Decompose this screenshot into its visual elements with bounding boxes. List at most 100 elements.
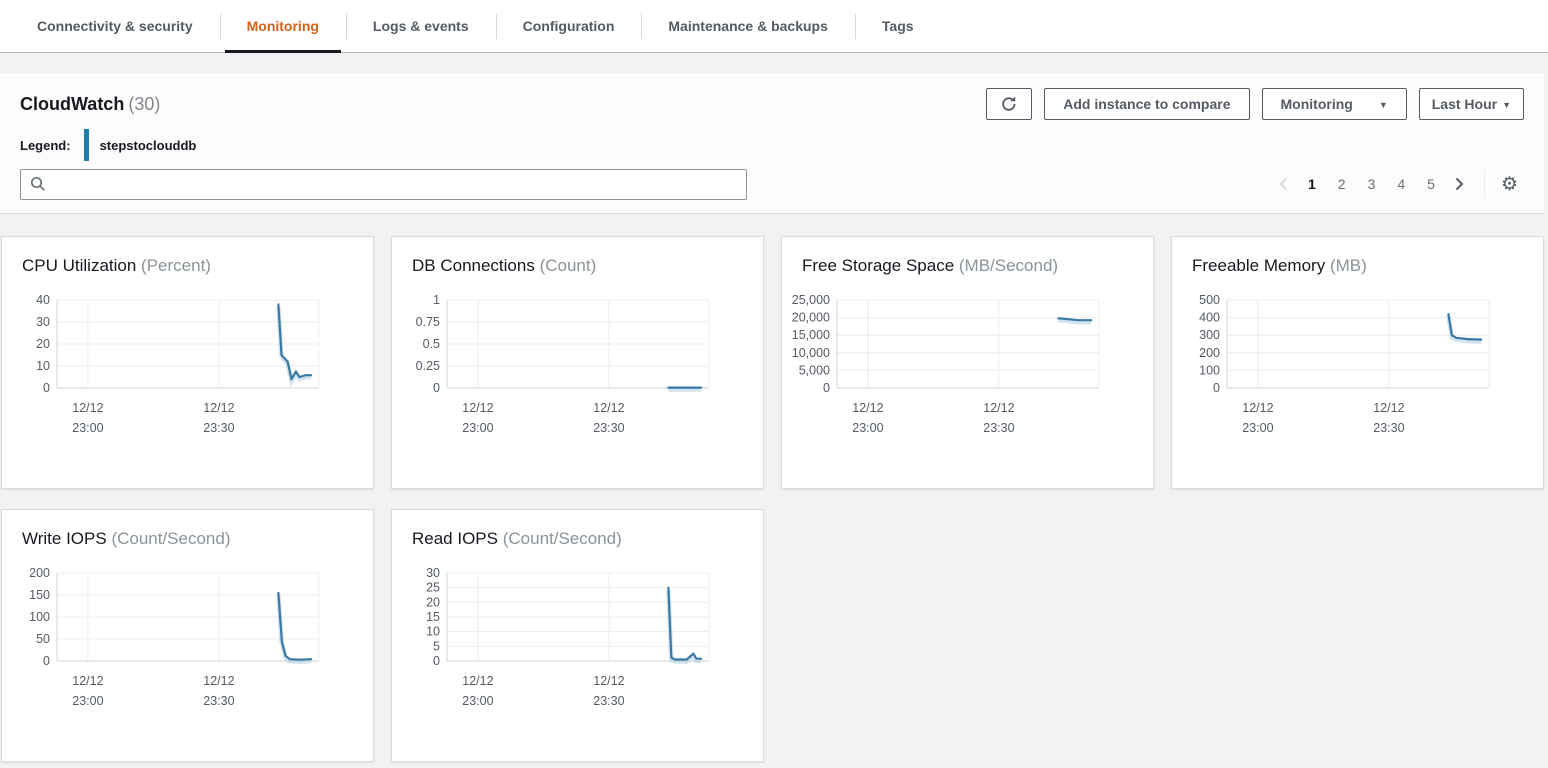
chart-card-freeable-memory: Freeable Memory (MB) 500 400 300 200 100 0 12/1… xyxy=(1171,236,1544,489)
pagination-page-3[interactable]: 3 xyxy=(1367,176,1376,192)
pagination-page-1[interactable]: 1 xyxy=(1307,176,1316,192)
chart-unit: (MB) xyxy=(1329,256,1367,275)
pagination-page-2[interactable]: 2 xyxy=(1337,176,1346,192)
svg-text:100: 100 xyxy=(1199,363,1220,377)
legend-color-bar xyxy=(83,129,89,161)
chart-plot: 1 0.75 0.5 0.25 0 12/12 23:00 12/12 23:30 xyxy=(392,290,763,447)
svg-text:0: 0 xyxy=(1213,381,1220,395)
search-box xyxy=(20,168,747,200)
chart-title-text: CPU Utilization xyxy=(22,256,142,275)
svg-text:15,000: 15,000 xyxy=(792,328,830,342)
svg-text:15: 15 xyxy=(426,610,440,624)
svg-text:30: 30 xyxy=(426,566,440,580)
svg-text:300: 300 xyxy=(1199,328,1220,342)
chart-plot: 40 30 20 10 0 12/12 23:00 12/12 23:30 xyxy=(2,290,373,447)
legend-label: Legend: xyxy=(20,137,71,153)
svg-text:10,000: 10,000 xyxy=(792,346,830,360)
svg-text:25: 25 xyxy=(426,581,440,595)
svg-text:12/12: 12/12 xyxy=(593,674,624,688)
svg-text:23:00: 23:00 xyxy=(72,694,103,708)
monitoring-dropdown[interactable]: Monitoring ▼ xyxy=(1261,88,1407,120)
svg-text:23:30: 23:30 xyxy=(593,421,624,435)
refresh-button[interactable] xyxy=(986,88,1033,120)
monitoring-dropdown-label: Monitoring xyxy=(1280,96,1353,112)
tab-configuration[interactable]: Configuration xyxy=(495,0,642,52)
svg-text:1: 1 xyxy=(433,293,440,307)
chart-unit: (Percent) xyxy=(141,256,211,275)
svg-text:12/12: 12/12 xyxy=(983,401,1014,415)
svg-text:20,000: 20,000 xyxy=(792,311,830,325)
svg-text:12/12: 12/12 xyxy=(1242,401,1273,415)
svg-text:0: 0 xyxy=(433,654,440,668)
page-title-count: (30) xyxy=(128,93,161,114)
page-title-text: CloudWatch xyxy=(20,93,125,114)
chart-unit: (MB/Second) xyxy=(958,256,1059,275)
pagination-divider xyxy=(1483,169,1485,199)
svg-text:0: 0 xyxy=(43,654,50,668)
tab-maintenance-backups[interactable]: Maintenance & backups xyxy=(641,0,855,52)
chart-title: Write IOPS (Count/Second) xyxy=(2,510,373,549)
chart-card-write-iops: Write IOPS (Count/Second) 200 150 100 50 0 12/… xyxy=(1,509,374,762)
legend: Legend: stepstoclouddb xyxy=(20,129,1524,161)
svg-text:12/12: 12/12 xyxy=(462,674,493,688)
chart-unit: (Count/Second) xyxy=(111,529,231,548)
svg-text:0: 0 xyxy=(43,381,50,395)
svg-text:30: 30 xyxy=(36,315,50,329)
pagination: 1 2 3 4 5 ⚙ xyxy=(1271,169,1524,199)
svg-text:10: 10 xyxy=(36,359,50,373)
svg-text:0.5: 0.5 xyxy=(423,337,440,351)
svg-text:20: 20 xyxy=(36,337,50,351)
svg-text:40: 40 xyxy=(36,293,50,307)
svg-text:150: 150 xyxy=(29,588,50,602)
legend-instance-name: stepstoclouddb xyxy=(99,137,197,153)
chart-title: Free Storage Space (MB/Second) xyxy=(782,237,1153,276)
chart-plot: 200 150 100 50 0 12/12 23:00 12/12 23:30 xyxy=(2,563,373,720)
svg-text:0: 0 xyxy=(823,381,830,395)
refresh-icon xyxy=(1002,96,1016,111)
svg-text:25,000: 25,000 xyxy=(792,293,830,307)
settings-gear-icon[interactable]: ⚙ xyxy=(1500,173,1518,195)
detail-tabs: Connectivity & security Monitoring Logs & … xyxy=(0,0,1548,53)
chart-card-free-storage-space: Free Storage Space (MB/Second) 25,000 20,0… xyxy=(781,236,1154,489)
chart-title: Freeable Memory (MB) xyxy=(1172,237,1543,276)
chart-plot: 500 400 300 200 100 0 12/12 23:00 12/12 23:30 xyxy=(1172,290,1543,447)
chart-title-text: Free Storage Space xyxy=(802,256,959,275)
time-range-dropdown[interactable]: Last Hour ▼ xyxy=(1418,88,1524,120)
pagination-prev-icon[interactable] xyxy=(1271,177,1297,191)
chart-title: DB Connections (Count) xyxy=(392,237,763,276)
pagination-next-icon[interactable] xyxy=(1446,177,1472,191)
chevron-down-icon: ▼ xyxy=(1378,100,1388,110)
svg-text:400: 400 xyxy=(1199,311,1220,325)
svg-text:23:30: 23:30 xyxy=(593,694,624,708)
cloudwatch-panel: CloudWatch (30) Add instance to compare M… xyxy=(0,73,1544,214)
svg-text:23:30: 23:30 xyxy=(1373,421,1404,435)
svg-text:12/12: 12/12 xyxy=(1373,401,1404,415)
pagination-page-4[interactable]: 4 xyxy=(1397,176,1406,192)
svg-text:200: 200 xyxy=(1199,346,1220,360)
svg-text:12/12: 12/12 xyxy=(593,401,624,415)
tab-tags[interactable]: Tags xyxy=(854,0,941,52)
tab-connectivity-security[interactable]: Connectivity & security xyxy=(37,18,193,34)
chart-title-text: Read IOPS xyxy=(412,529,503,548)
tab-logs-events[interactable]: Logs & events xyxy=(345,0,496,52)
svg-text:100: 100 xyxy=(29,610,50,624)
svg-text:12/12: 12/12 xyxy=(462,401,493,415)
chart-title-text: Freeable Memory xyxy=(1192,256,1330,275)
svg-text:23:00: 23:00 xyxy=(1242,421,1273,435)
svg-text:500: 500 xyxy=(1199,293,1220,307)
charts-grid: CPU Utilization (Percent) 40 30 20 10 0 12/12 2… xyxy=(1,236,1544,762)
page-title: CloudWatch (30) xyxy=(20,94,160,115)
time-range-dropdown-label: Last Hour xyxy=(1431,96,1498,112)
svg-text:12/12: 12/12 xyxy=(203,674,234,688)
tab-monitoring[interactable]: Monitoring xyxy=(219,0,346,53)
svg-text:12/12: 12/12 xyxy=(72,401,103,415)
svg-text:0.75: 0.75 xyxy=(416,315,440,329)
add-instance-to-compare-button[interactable]: Add instance to compare xyxy=(1044,88,1250,120)
search-icon xyxy=(30,176,45,191)
pagination-page-5[interactable]: 5 xyxy=(1427,176,1435,192)
svg-text:23:00: 23:00 xyxy=(852,421,883,435)
chart-title-text: DB Connections xyxy=(412,256,540,275)
svg-text:23:00: 23:00 xyxy=(72,421,103,435)
search-input[interactable] xyxy=(54,169,737,199)
svg-text:23:30: 23:30 xyxy=(203,694,234,708)
